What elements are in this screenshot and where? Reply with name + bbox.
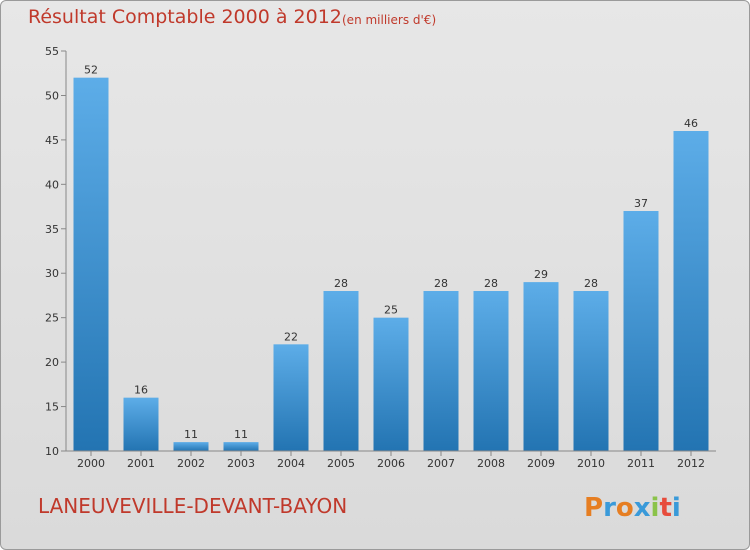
- value-label-2008: 28: [484, 277, 498, 290]
- bar-2003: [223, 442, 259, 451]
- value-label-2002: 11: [184, 428, 198, 441]
- bar-2010: [573, 291, 609, 451]
- bar-2012: [673, 131, 709, 451]
- value-label-2010: 28: [584, 277, 598, 290]
- bar-2006: [373, 317, 409, 451]
- y-tick-label: 10: [45, 445, 59, 458]
- svg-text:Proxiti: Proxiti: [584, 493, 681, 523]
- x-tick-label-2008: 2008: [477, 457, 505, 470]
- y-tick-label: 55: [45, 45, 59, 58]
- x-tick-label-2005: 2005: [327, 457, 355, 470]
- x-tick-label-2006: 2006: [377, 457, 405, 470]
- x-tick-label-2011: 2011: [627, 457, 655, 470]
- bar-2001: [123, 397, 159, 451]
- bar-2005: [323, 291, 359, 451]
- bar-2007: [423, 291, 459, 451]
- y-tick-label: 45: [45, 134, 59, 147]
- bar-2000: [73, 77, 109, 452]
- y-tick-label: 25: [45, 312, 59, 325]
- value-label-2000: 52: [84, 64, 98, 77]
- value-label-2006: 25: [384, 304, 398, 317]
- bar-2002: [173, 442, 209, 451]
- x-tick-label-2000: 2000: [77, 457, 105, 470]
- value-label-2011: 37: [634, 197, 648, 210]
- x-tick-label-2012: 2012: [677, 457, 705, 470]
- x-tick-label-2001: 2001: [127, 457, 155, 470]
- x-tick-label-2003: 2003: [227, 457, 255, 470]
- y-tick-label: 30: [45, 267, 59, 280]
- value-label-2001: 16: [134, 384, 148, 397]
- x-tick-label-2007: 2007: [427, 457, 455, 470]
- y-tick-label: 35: [45, 223, 59, 236]
- y-tick-label: 50: [45, 89, 59, 102]
- value-label-2009: 29: [534, 268, 548, 281]
- proxiti-logo[interactable]: Proxiti: [584, 488, 694, 524]
- chart-unit-label: (en milliers d'€): [342, 13, 437, 27]
- value-label-2007: 28: [434, 277, 448, 290]
- value-label-2004: 22: [284, 330, 298, 343]
- x-tick-label-2010: 2010: [577, 457, 605, 470]
- x-tick-label-2002: 2002: [177, 457, 205, 470]
- x-tick-label-2009: 2009: [527, 457, 555, 470]
- value-label-2003: 11: [234, 428, 248, 441]
- value-label-2005: 28: [334, 277, 348, 290]
- y-tick-label: 40: [45, 178, 59, 191]
- bar-2004: [273, 344, 309, 451]
- y-tick-label: 20: [45, 356, 59, 369]
- bar-2011: [623, 211, 659, 451]
- bar-2009: [523, 282, 559, 451]
- bar-2008: [473, 291, 509, 451]
- commune-name: LANEUVEVILLE-DEVANT-BAYON: [38, 494, 348, 518]
- y-tick-label: 15: [45, 401, 59, 414]
- x-tick-label-2004: 2004: [277, 457, 305, 470]
- chart-title: Résultat Comptable 2000 à 2012: [28, 6, 342, 28]
- value-label-2012: 46: [684, 117, 698, 130]
